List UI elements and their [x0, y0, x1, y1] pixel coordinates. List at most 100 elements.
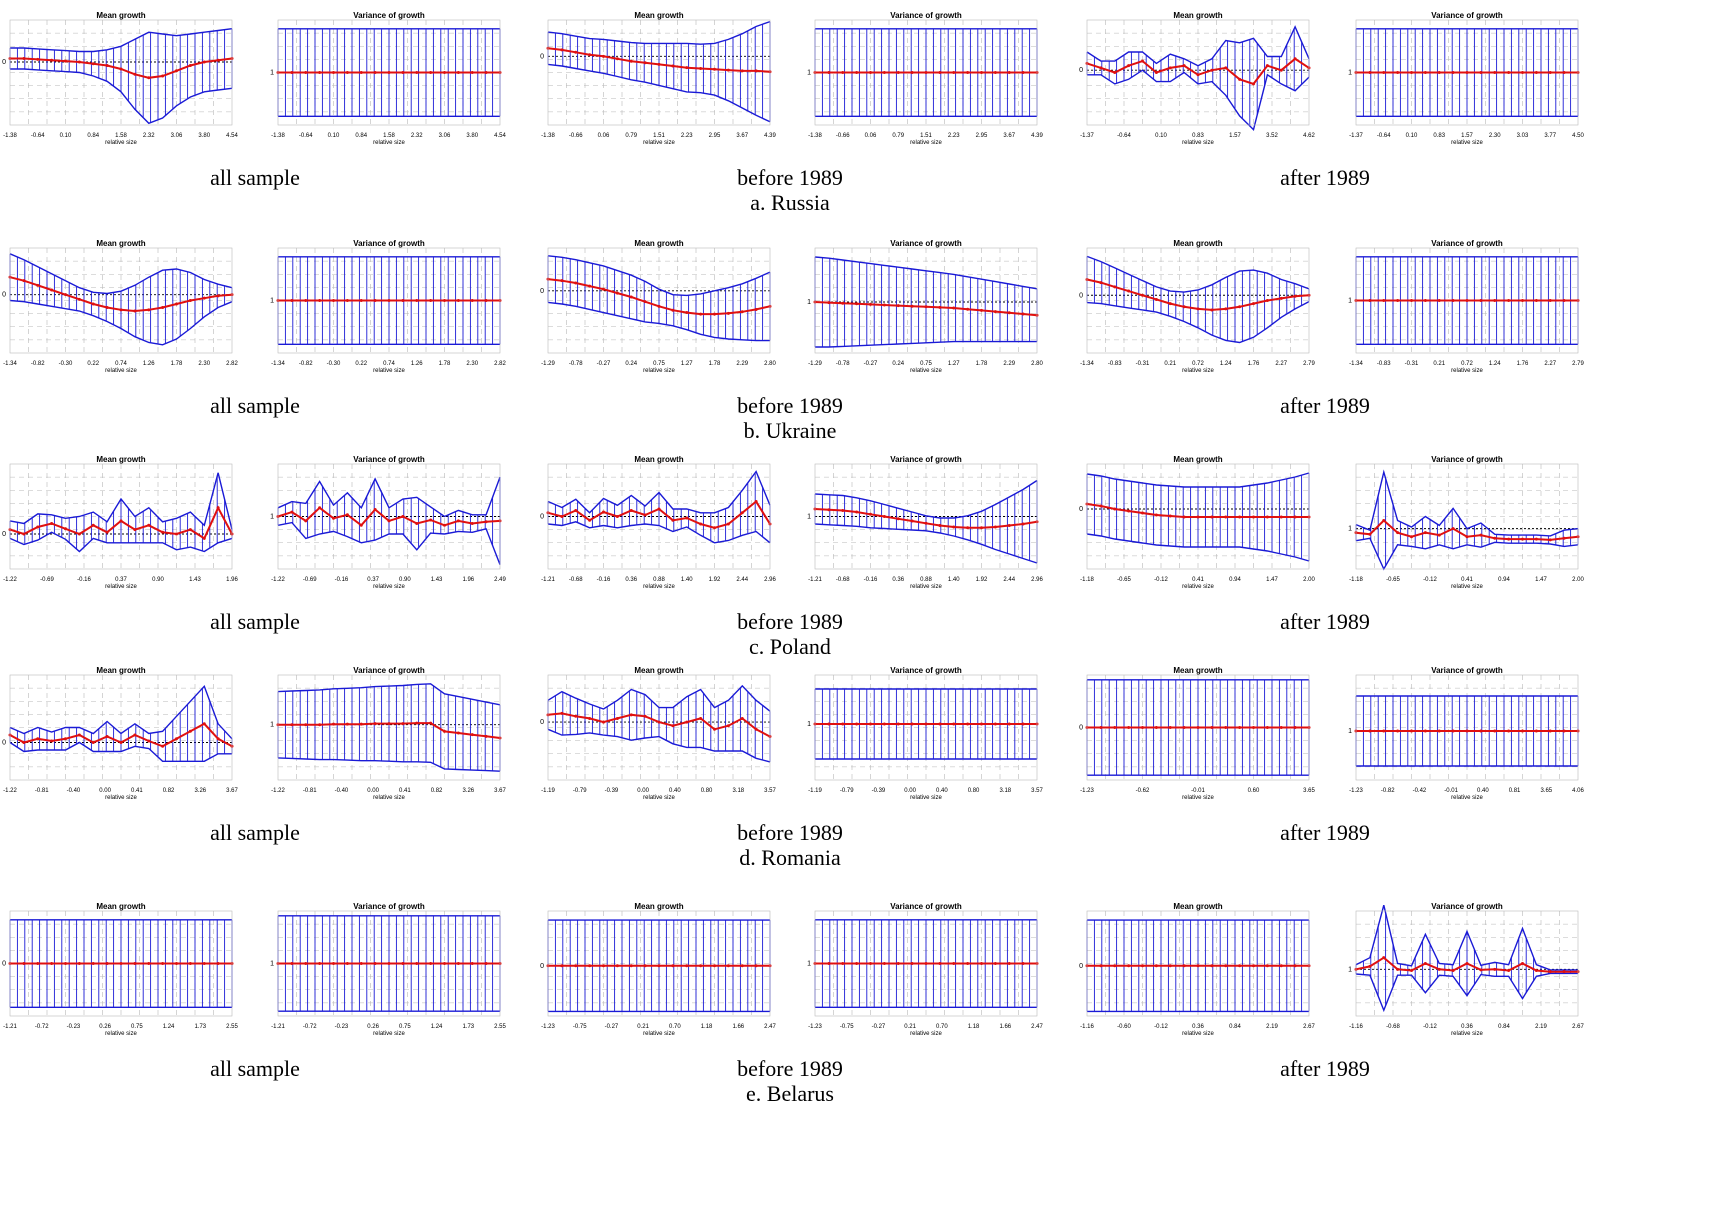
mean-point	[119, 741, 123, 744]
mean-point	[841, 722, 845, 726]
mean-point	[1293, 294, 1297, 298]
mean-point	[22, 532, 26, 536]
mean-point	[1127, 964, 1131, 968]
x-tick-label: -0.60	[1117, 1024, 1131, 1030]
x-tick-label: -0.30	[59, 361, 73, 367]
x-tick-label: -1.34	[271, 361, 285, 367]
band-lower	[10, 68, 233, 125]
x-tick-label: 3.67	[494, 788, 506, 794]
mean-point	[119, 308, 123, 312]
x-tick-label: 2.44	[736, 577, 748, 583]
mean-point	[882, 722, 886, 726]
x-tick-label: -0.79	[840, 788, 854, 794]
mean-point	[1382, 299, 1386, 302]
panel-3-2: Mean growth 0 -1.19 -0.79 -0.39 0.00 0.40 0.80 3…	[540, 666, 776, 801]
band-upper	[814, 479, 1038, 519]
x-tick-label: 1.78	[171, 361, 183, 367]
band-lower	[1087, 69, 1310, 131]
mean-point	[290, 723, 294, 727]
x-tick-label: -1.22	[271, 577, 285, 583]
mean-point	[643, 964, 647, 968]
y-reference-label: 0	[540, 514, 544, 521]
panel-title: Variance of growth	[353, 455, 425, 464]
x-tick-label: 0.40	[669, 788, 681, 794]
mean-point	[1154, 513, 1158, 517]
x-tick-label: 0.24	[892, 361, 904, 367]
mean-point	[869, 962, 872, 965]
x-tick-label: -1.16	[1349, 1024, 1363, 1030]
mean-point	[938, 962, 942, 965]
mean-point	[1507, 299, 1511, 302]
mean-point	[615, 57, 619, 61]
mean-point	[216, 506, 220, 510]
mean-point	[216, 962, 220, 965]
mean-point	[671, 964, 675, 968]
band-upper	[547, 684, 771, 712]
x-tick-label: 0.75	[131, 1024, 143, 1030]
x-tick-label: 1.26	[411, 361, 423, 367]
x-tick-label: -1.23	[541, 1024, 555, 1030]
mean-point	[429, 71, 433, 74]
band-lower	[547, 63, 771, 123]
mean-point	[754, 69, 758, 73]
x-tick-label: 2.30	[466, 361, 478, 367]
mean-point	[1410, 71, 1413, 74]
mean-point	[1382, 956, 1386, 960]
band-upper	[277, 476, 501, 518]
panel-title: Mean growth	[96, 666, 145, 675]
x-tick-label: 1.57	[1461, 133, 1473, 139]
country-label: d. Romania	[739, 845, 841, 870]
x-tick-label: -0.27	[872, 1024, 886, 1030]
mean-point	[147, 739, 151, 743]
mean-point	[470, 299, 474, 302]
mean-point	[1265, 964, 1269, 968]
y-reference-label: 0	[540, 719, 544, 726]
mean-point	[429, 721, 433, 725]
mean-point	[1252, 964, 1255, 968]
period-label: after 1989	[1280, 609, 1370, 634]
mean-point	[1534, 71, 1538, 74]
band-lower	[9, 299, 233, 346]
panel-frame	[9, 910, 233, 1017]
mean-point	[560, 279, 564, 283]
mean-point	[952, 962, 956, 965]
period-label: before 1989	[737, 609, 843, 634]
mean-point	[1252, 302, 1255, 306]
mean-point	[1521, 729, 1524, 733]
mean-point	[685, 516, 689, 520]
mean-point	[1238, 726, 1242, 729]
x-tick-label: 0.26	[99, 1024, 111, 1030]
x-tick-label: 3.18	[999, 788, 1011, 794]
mean-point	[64, 737, 67, 741]
mean-point	[188, 528, 192, 532]
band-upper	[9, 684, 233, 740]
mean-point	[924, 71, 928, 74]
period-label: before 1989	[737, 393, 843, 418]
mean-point	[161, 74, 165, 78]
mean-point	[147, 308, 151, 312]
mean-point	[1099, 66, 1103, 70]
x-tick-label: -0.39	[605, 788, 619, 794]
mean-point	[966, 307, 970, 311]
mean-point	[1210, 515, 1214, 519]
mean-point	[1293, 57, 1297, 61]
mean-point	[1279, 726, 1283, 729]
mean-point	[896, 722, 900, 726]
x-tick-label: -1.22	[3, 788, 17, 794]
mean-point	[1265, 64, 1269, 68]
panel-0-0: Mean growth 0 -1.38 -0.64 0.10 0.84 1.58 2.32 3.…	[2, 11, 238, 146]
mean-point	[1451, 71, 1455, 74]
mean-point	[980, 71, 983, 74]
period-label: all sample	[210, 393, 300, 418]
mean-point	[77, 532, 81, 536]
mean-point	[175, 69, 178, 73]
mean-point	[50, 288, 54, 292]
country-block-3: Mean growth 0 -1.22 -0.81 -0.40 0.00 0.41 0.82 3…	[2, 666, 1584, 870]
mean-point	[1182, 305, 1186, 309]
x-tick-label: -0.83	[1377, 361, 1391, 367]
x-tick-label: -0.79	[573, 788, 587, 794]
x-tick-label: -0.82	[299, 361, 313, 367]
mean-point	[869, 512, 872, 516]
x-tick-label: 0.36	[625, 577, 637, 583]
x-tick-label: 0.21	[904, 1024, 916, 1030]
